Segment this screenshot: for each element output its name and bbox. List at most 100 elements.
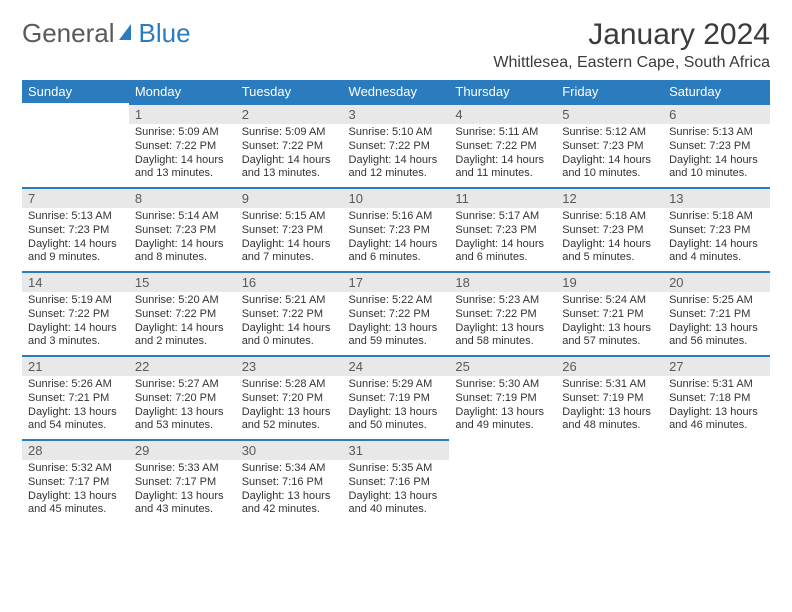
day-number: 3 — [343, 103, 450, 124]
day-body: Sunrise: 5:29 AMSunset: 7:19 PMDaylight:… — [343, 376, 450, 437]
day-body: Sunrise: 5:27 AMSunset: 7:20 PMDaylight:… — [129, 376, 236, 437]
day-number: 18 — [449, 271, 556, 292]
calendar-day: 10Sunrise: 5:16 AMSunset: 7:23 PMDayligh… — [343, 187, 450, 271]
calendar-week: 28Sunrise: 5:32 AMSunset: 7:17 PMDayligh… — [22, 439, 770, 523]
calendar-day: 7Sunrise: 5:13 AMSunset: 7:23 PMDaylight… — [22, 187, 129, 271]
sail-icon — [117, 18, 137, 49]
calendar-day — [556, 439, 663, 523]
page-title: January 2024 — [493, 18, 770, 52]
day-body: Sunrise: 5:13 AMSunset: 7:23 PMDaylight:… — [22, 208, 129, 269]
day-number: 14 — [22, 271, 129, 292]
calendar-day: 9Sunrise: 5:15 AMSunset: 7:23 PMDaylight… — [236, 187, 343, 271]
calendar-day: 5Sunrise: 5:12 AMSunset: 7:23 PMDaylight… — [556, 103, 663, 187]
day-number: 21 — [22, 355, 129, 376]
day-header: Tuesday — [236, 80, 343, 103]
calendar-day: 16Sunrise: 5:21 AMSunset: 7:22 PMDayligh… — [236, 271, 343, 355]
day-body: Sunrise: 5:12 AMSunset: 7:23 PMDaylight:… — [556, 124, 663, 185]
day-body: Sunrise: 5:23 AMSunset: 7:22 PMDaylight:… — [449, 292, 556, 353]
day-body: Sunrise: 5:33 AMSunset: 7:17 PMDaylight:… — [129, 460, 236, 521]
calendar-day: 24Sunrise: 5:29 AMSunset: 7:19 PMDayligh… — [343, 355, 450, 439]
day-body: Sunrise: 5:14 AMSunset: 7:23 PMDaylight:… — [129, 208, 236, 269]
logo: General Blue — [22, 18, 191, 49]
calendar-day: 8Sunrise: 5:14 AMSunset: 7:23 PMDaylight… — [129, 187, 236, 271]
calendar-day: 2Sunrise: 5:09 AMSunset: 7:22 PMDaylight… — [236, 103, 343, 187]
calendar-day: 27Sunrise: 5:31 AMSunset: 7:18 PMDayligh… — [663, 355, 770, 439]
logo-general: General — [22, 18, 115, 49]
day-number: 1 — [129, 103, 236, 124]
calendar-day: 31Sunrise: 5:35 AMSunset: 7:16 PMDayligh… — [343, 439, 450, 523]
title-block: January 2024 Whittlesea, Eastern Cape, S… — [493, 18, 770, 72]
calendar-day: 4Sunrise: 5:11 AMSunset: 7:22 PMDaylight… — [449, 103, 556, 187]
day-number: 6 — [663, 103, 770, 124]
day-number: 26 — [556, 355, 663, 376]
day-header: Saturday — [663, 80, 770, 103]
day-number: 5 — [556, 103, 663, 124]
calendar: SundayMondayTuesdayWednesdayThursdayFrid… — [22, 80, 770, 523]
header: General Blue January 2024 Whittlesea, Ea… — [22, 18, 770, 72]
day-body: Sunrise: 5:18 AMSunset: 7:23 PMDaylight:… — [663, 208, 770, 269]
calendar-day: 13Sunrise: 5:18 AMSunset: 7:23 PMDayligh… — [663, 187, 770, 271]
calendar-day: 6Sunrise: 5:13 AMSunset: 7:23 PMDaylight… — [663, 103, 770, 187]
day-body: Sunrise: 5:18 AMSunset: 7:23 PMDaylight:… — [556, 208, 663, 269]
day-body: Sunrise: 5:09 AMSunset: 7:22 PMDaylight:… — [236, 124, 343, 185]
calendar-day: 12Sunrise: 5:18 AMSunset: 7:23 PMDayligh… — [556, 187, 663, 271]
day-number: 20 — [663, 271, 770, 292]
day-number: 12 — [556, 187, 663, 208]
calendar-day: 20Sunrise: 5:25 AMSunset: 7:21 PMDayligh… — [663, 271, 770, 355]
calendar-day: 22Sunrise: 5:27 AMSunset: 7:20 PMDayligh… — [129, 355, 236, 439]
day-number: 2 — [236, 103, 343, 124]
day-number: 24 — [343, 355, 450, 376]
calendar-week: 1Sunrise: 5:09 AMSunset: 7:22 PMDaylight… — [22, 103, 770, 187]
day-number: 9 — [236, 187, 343, 208]
day-header: Monday — [129, 80, 236, 103]
day-body: Sunrise: 5:26 AMSunset: 7:21 PMDaylight:… — [22, 376, 129, 437]
calendar-day: 3Sunrise: 5:10 AMSunset: 7:22 PMDaylight… — [343, 103, 450, 187]
day-number: 23 — [236, 355, 343, 376]
day-number: 15 — [129, 271, 236, 292]
day-number: 31 — [343, 439, 450, 460]
day-number: 11 — [449, 187, 556, 208]
calendar-day: 23Sunrise: 5:28 AMSunset: 7:20 PMDayligh… — [236, 355, 343, 439]
day-body: Sunrise: 5:16 AMSunset: 7:23 PMDaylight:… — [343, 208, 450, 269]
day-number: 16 — [236, 271, 343, 292]
calendar-day: 21Sunrise: 5:26 AMSunset: 7:21 PMDayligh… — [22, 355, 129, 439]
day-body: Sunrise: 5:30 AMSunset: 7:19 PMDaylight:… — [449, 376, 556, 437]
calendar-day — [22, 103, 129, 187]
day-number: 27 — [663, 355, 770, 376]
calendar-week: 7Sunrise: 5:13 AMSunset: 7:23 PMDaylight… — [22, 187, 770, 271]
calendar-day: 15Sunrise: 5:20 AMSunset: 7:22 PMDayligh… — [129, 271, 236, 355]
day-body: Sunrise: 5:32 AMSunset: 7:17 PMDaylight:… — [22, 460, 129, 521]
day-body: Sunrise: 5:24 AMSunset: 7:21 PMDaylight:… — [556, 292, 663, 353]
day-number: 19 — [556, 271, 663, 292]
calendar-day: 28Sunrise: 5:32 AMSunset: 7:17 PMDayligh… — [22, 439, 129, 523]
calendar-day — [449, 439, 556, 523]
day-body: Sunrise: 5:25 AMSunset: 7:21 PMDaylight:… — [663, 292, 770, 353]
day-body: Sunrise: 5:35 AMSunset: 7:16 PMDaylight:… — [343, 460, 450, 521]
day-number: 4 — [449, 103, 556, 124]
day-number: 28 — [22, 439, 129, 460]
day-number: 10 — [343, 187, 450, 208]
calendar-body: 1Sunrise: 5:09 AMSunset: 7:22 PMDaylight… — [22, 103, 770, 523]
day-number: 25 — [449, 355, 556, 376]
day-number: 22 — [129, 355, 236, 376]
calendar-day: 17Sunrise: 5:22 AMSunset: 7:22 PMDayligh… — [343, 271, 450, 355]
day-number: 29 — [129, 439, 236, 460]
location: Whittlesea, Eastern Cape, South Africa — [493, 54, 770, 72]
day-number: 30 — [236, 439, 343, 460]
day-body: Sunrise: 5:15 AMSunset: 7:23 PMDaylight:… — [236, 208, 343, 269]
day-number: 7 — [22, 187, 129, 208]
day-body: Sunrise: 5:11 AMSunset: 7:22 PMDaylight:… — [449, 124, 556, 185]
calendar-day: 29Sunrise: 5:33 AMSunset: 7:17 PMDayligh… — [129, 439, 236, 523]
day-body: Sunrise: 5:31 AMSunset: 7:18 PMDaylight:… — [663, 376, 770, 437]
day-number: 13 — [663, 187, 770, 208]
day-header: Thursday — [449, 80, 556, 103]
day-body: Sunrise: 5:13 AMSunset: 7:23 PMDaylight:… — [663, 124, 770, 185]
calendar-day: 25Sunrise: 5:30 AMSunset: 7:19 PMDayligh… — [449, 355, 556, 439]
day-header-row: SundayMondayTuesdayWednesdayThursdayFrid… — [22, 80, 770, 103]
day-body: Sunrise: 5:09 AMSunset: 7:22 PMDaylight:… — [129, 124, 236, 185]
calendar-day — [663, 439, 770, 523]
calendar-day: 19Sunrise: 5:24 AMSunset: 7:21 PMDayligh… — [556, 271, 663, 355]
calendar-week: 14Sunrise: 5:19 AMSunset: 7:22 PMDayligh… — [22, 271, 770, 355]
day-body: Sunrise: 5:21 AMSunset: 7:22 PMDaylight:… — [236, 292, 343, 353]
day-body: Sunrise: 5:28 AMSunset: 7:20 PMDaylight:… — [236, 376, 343, 437]
